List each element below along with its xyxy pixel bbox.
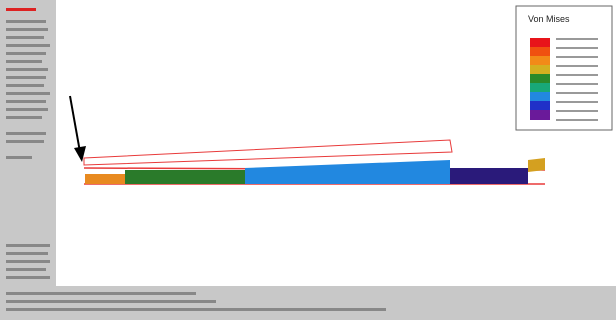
stress-beam <box>85 158 545 184</box>
pointer-arrow <box>70 96 80 152</box>
legend-title: Von Mises <box>528 14 570 24</box>
viewport-screenshot: Von Mises <box>0 0 616 320</box>
legend-swatches <box>530 38 550 120</box>
fea-view: Von Mises <box>0 0 616 320</box>
